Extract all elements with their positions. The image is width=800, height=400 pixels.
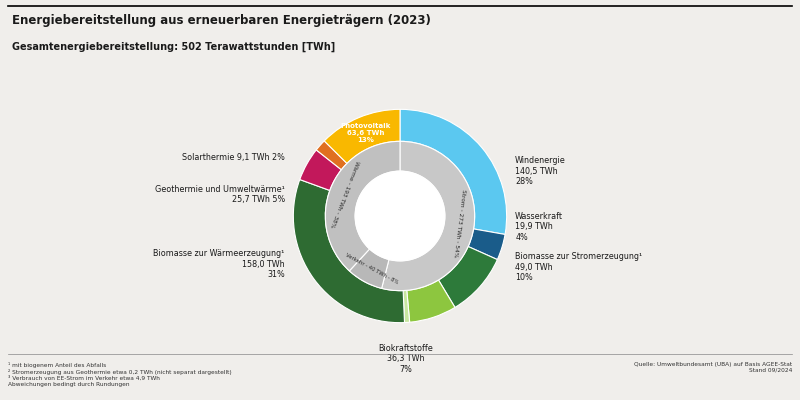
- Text: ¹ mit biogenem Anteil des Abfalls
² Stromerzeugung aus Geothermie etwa 0,2 TWh (: ¹ mit biogenem Anteil des Abfalls ² Stro…: [8, 362, 232, 387]
- Wedge shape: [316, 141, 347, 170]
- Wedge shape: [294, 180, 405, 323]
- Text: Wärme - 193 TWh - 38%: Wärme - 193 TWh - 38%: [329, 160, 360, 228]
- Text: Geothermie und Umweltwärme¹
25,7 TWh 5%: Geothermie und Umweltwärme¹ 25,7 TWh 5%: [155, 185, 285, 204]
- Text: Gesamtenergiebereitstellung: 502 Terawattstunden [TWh]: Gesamtenergiebereitstellung: 502 Terawat…: [12, 42, 335, 52]
- Text: Wasserkraft
19,9 TWh
4%: Wasserkraft 19,9 TWh 4%: [515, 212, 563, 242]
- Text: Biomasse zur Stromerzeugung¹
49,0 TWh
10%: Biomasse zur Stromerzeugung¹ 49,0 TWh 10…: [515, 252, 642, 282]
- Wedge shape: [300, 150, 342, 190]
- Text: Windenergie
140,5 TWh
28%: Windenergie 140,5 TWh 28%: [515, 156, 566, 186]
- Circle shape: [355, 171, 445, 261]
- Text: Biokraftstoffe
36,3 TWh
7%: Biokraftstoffe 36,3 TWh 7%: [378, 344, 433, 374]
- Wedge shape: [326, 141, 400, 271]
- Wedge shape: [400, 109, 506, 234]
- Wedge shape: [438, 246, 498, 308]
- Wedge shape: [324, 109, 400, 164]
- Wedge shape: [468, 229, 505, 260]
- Wedge shape: [350, 249, 389, 288]
- Text: Energiebereitstellung aus erneuerbaren Energieträgern (2023): Energiebereitstellung aus erneuerbaren E…: [12, 14, 431, 27]
- Text: Strom - 273 TWh - 54%: Strom - 273 TWh - 54%: [453, 189, 466, 258]
- Text: Verkehr - 40 TWh - 8%: Verkehr - 40 TWh - 8%: [344, 252, 399, 285]
- Wedge shape: [382, 141, 474, 291]
- Text: Solarthermie 9,1 TWh 2%: Solarthermie 9,1 TWh 2%: [182, 153, 285, 162]
- Text: Biomasse zur Wärmeerzeugung¹
158,0 TWh
31%: Biomasse zur Wärmeerzeugung¹ 158,0 TWh 3…: [154, 249, 285, 279]
- Wedge shape: [403, 290, 410, 322]
- Wedge shape: [406, 280, 455, 322]
- Text: Photovoltaik
63,6 TWh
13%: Photovoltaik 63,6 TWh 13%: [340, 123, 390, 143]
- Text: Quelle: Umweltbundesamt (UBA) auf Basis AGEE-Stat
Stand 09/2024: Quelle: Umweltbundesamt (UBA) auf Basis …: [634, 362, 792, 373]
